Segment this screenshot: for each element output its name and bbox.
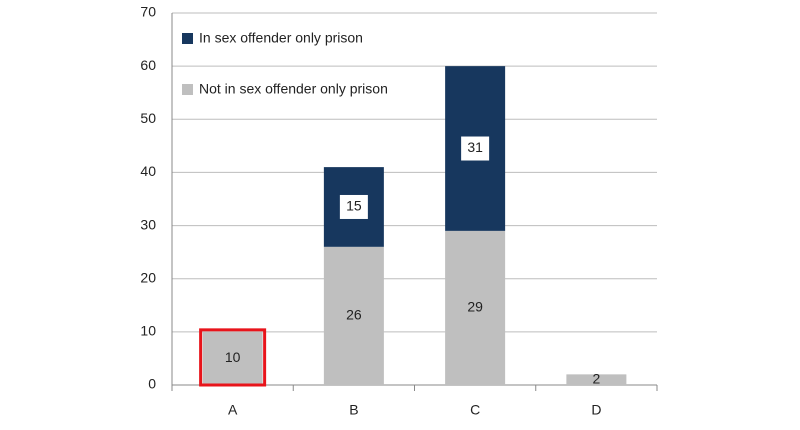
y-tick-label: 20 — [140, 269, 156, 285]
x-tick-label: B — [349, 402, 358, 418]
y-tick-label: 70 — [140, 4, 156, 20]
y-tick-label: 60 — [140, 57, 156, 73]
value-label: 10 — [225, 349, 241, 365]
value-label: 26 — [346, 307, 362, 323]
legend-swatch — [182, 84, 193, 95]
y-tick-label: 50 — [140, 110, 156, 126]
x-tick-label: A — [228, 402, 238, 418]
y-tick-label: 40 — [140, 163, 156, 179]
legend-swatch — [182, 33, 193, 44]
y-tick-label: 0 — [148, 376, 156, 392]
bar-segment — [566, 374, 627, 385]
bar-segment — [202, 331, 263, 385]
y-tick-label: 30 — [140, 216, 156, 232]
bar-segment — [323, 246, 384, 385]
value-label-box — [461, 136, 490, 161]
y-tick-label: 10 — [140, 323, 156, 339]
legend-label: Not in sex offender only prison — [199, 81, 388, 97]
x-tick-label: D — [591, 402, 601, 418]
value-label-box — [339, 194, 368, 219]
bar-segment — [445, 230, 506, 385]
value-label: 2 — [592, 370, 600, 386]
value-label: 31 — [467, 139, 483, 155]
highlight-box — [199, 328, 267, 387]
legend-label: In sex offender only prison — [199, 30, 363, 46]
value-label: 29 — [467, 299, 483, 315]
x-tick-label: C — [470, 402, 480, 418]
value-label: 15 — [346, 198, 362, 214]
